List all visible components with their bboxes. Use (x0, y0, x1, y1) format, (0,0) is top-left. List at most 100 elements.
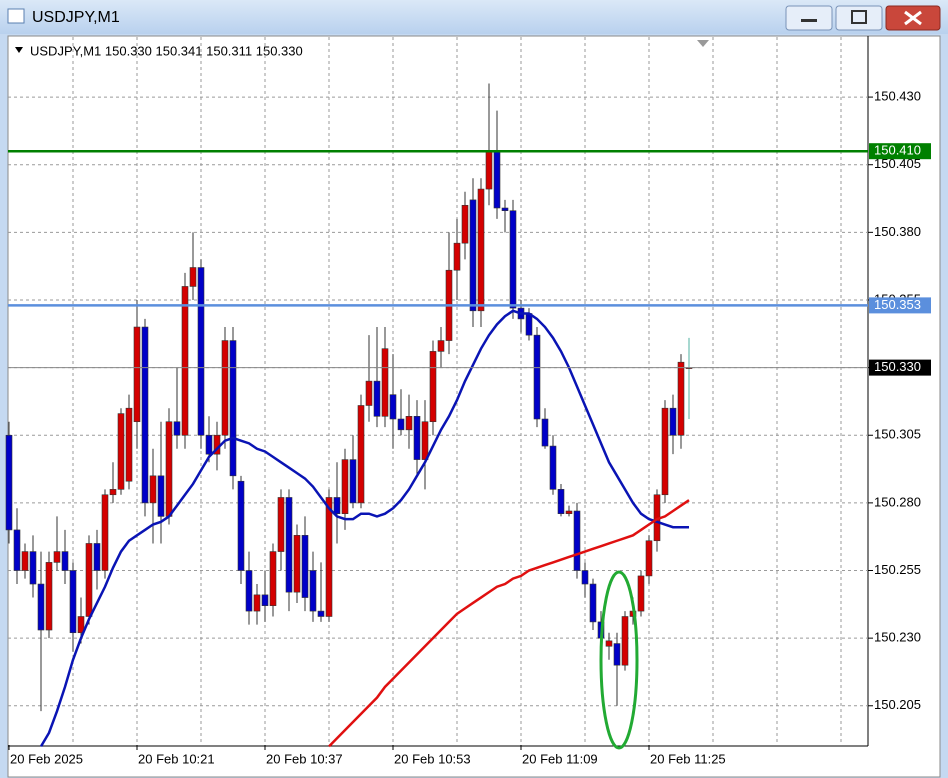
candle-body (13, 529, 21, 571)
candle-body (173, 421, 181, 436)
candle-body (45, 562, 53, 631)
candle-body (149, 475, 157, 504)
header-arrow (15, 47, 23, 53)
candle-body (245, 570, 253, 612)
candle-body (125, 407, 133, 482)
candle-body (645, 540, 653, 577)
candle-body (221, 340, 229, 436)
x-tick-label: 20 Feb 10:37 (266, 751, 343, 766)
y-tick-label: 150.230 (874, 630, 921, 645)
y-tick-label: 150.430 (874, 89, 921, 104)
candle-body (373, 380, 381, 417)
candle-body (293, 535, 301, 593)
candle-body (117, 413, 125, 490)
y-tick-label: 150.380 (874, 224, 921, 239)
candle-body (453, 242, 461, 271)
candle-body (541, 418, 549, 447)
candle-body (189, 267, 197, 287)
y-tick-label: 150.205 (874, 697, 921, 712)
candle-body (565, 510, 573, 514)
candle-body (237, 480, 245, 571)
candle-body (133, 326, 141, 423)
candle-body (325, 497, 333, 617)
level-label-box (869, 359, 931, 376)
candle-body (469, 199, 477, 312)
candle-body (253, 594, 261, 612)
moving-average (39, 309, 689, 747)
y-tick-label: 150.405 (874, 156, 921, 171)
candle-body (405, 416, 413, 431)
candle-body (365, 380, 373, 406)
candle-body (37, 583, 45, 631)
candle-body (605, 640, 613, 647)
candle-body (621, 616, 629, 666)
candle-body (477, 188, 485, 312)
candle-body (661, 407, 669, 496)
level-label: 150.330 (874, 359, 921, 374)
candle-body (285, 497, 293, 593)
candle-body (21, 551, 29, 571)
candle-body (421, 421, 429, 460)
level-label: 150.353 (874, 297, 921, 312)
candle-body (357, 405, 365, 504)
candle-body (637, 575, 645, 612)
candle-body (549, 445, 557, 490)
level-label: 150.410 (874, 143, 921, 158)
candle-body (53, 551, 61, 563)
y-tick-label: 150.255 (874, 562, 921, 577)
candle-body (389, 394, 397, 420)
x-tick-label: 20 Feb 11:25 (650, 751, 726, 766)
close-button[interactable] (885, 5, 941, 31)
candle-body (437, 340, 445, 352)
candle-body (197, 267, 205, 436)
minimize-button[interactable] (785, 5, 833, 31)
candle-body (397, 418, 405, 431)
candle-body (69, 570, 77, 634)
candle-body (589, 583, 597, 623)
candle-body (317, 610, 325, 617)
candle-body (301, 535, 309, 598)
shift-marker (697, 40, 709, 47)
candle-body (309, 570, 317, 612)
candle-body (485, 150, 493, 190)
candle-body (277, 497, 285, 552)
candle-body (229, 340, 237, 477)
candle-body (5, 434, 13, 531)
candle-body (613, 643, 621, 666)
x-tick-label: 20 Feb 11:09 (522, 751, 598, 766)
candle-body (93, 543, 101, 571)
candle-body (269, 551, 277, 606)
chart-header: USDJPY,M1 150.330 150.341 150.311 150.33… (30, 43, 303, 58)
maximize-button[interactable] (835, 5, 883, 31)
candle-body (333, 497, 341, 514)
window-title: USDJPY,M1 (32, 9, 120, 26)
candle-body (349, 459, 357, 504)
candle-body (581, 570, 589, 585)
candle-body (29, 551, 37, 585)
candle-body (509, 210, 517, 309)
candle-body (205, 434, 213, 455)
candle-body (141, 326, 149, 504)
candle-body (429, 351, 437, 423)
candle-body (493, 150, 501, 209)
level-label-box (869, 143, 931, 160)
candle-body (413, 416, 421, 460)
candle-body (557, 489, 565, 514)
candle-body (677, 361, 685, 436)
chart-area (7, 35, 941, 778)
y-tick-label: 150.305 (874, 427, 921, 442)
app-icon (7, 8, 25, 24)
candle-body (165, 421, 173, 517)
candle-body (533, 334, 541, 420)
x-tick-label: 20 Feb 2025 (10, 751, 83, 766)
candle-body (261, 594, 269, 606)
candle-body (341, 459, 349, 514)
candle-body (573, 510, 581, 571)
candle-body (101, 494, 109, 571)
x-tick-label: 20 Feb 10:21 (138, 751, 215, 766)
candle-body (77, 616, 85, 634)
candle-body (181, 286, 189, 436)
moving-average (328, 499, 690, 748)
highlight-ellipse (599, 570, 639, 750)
